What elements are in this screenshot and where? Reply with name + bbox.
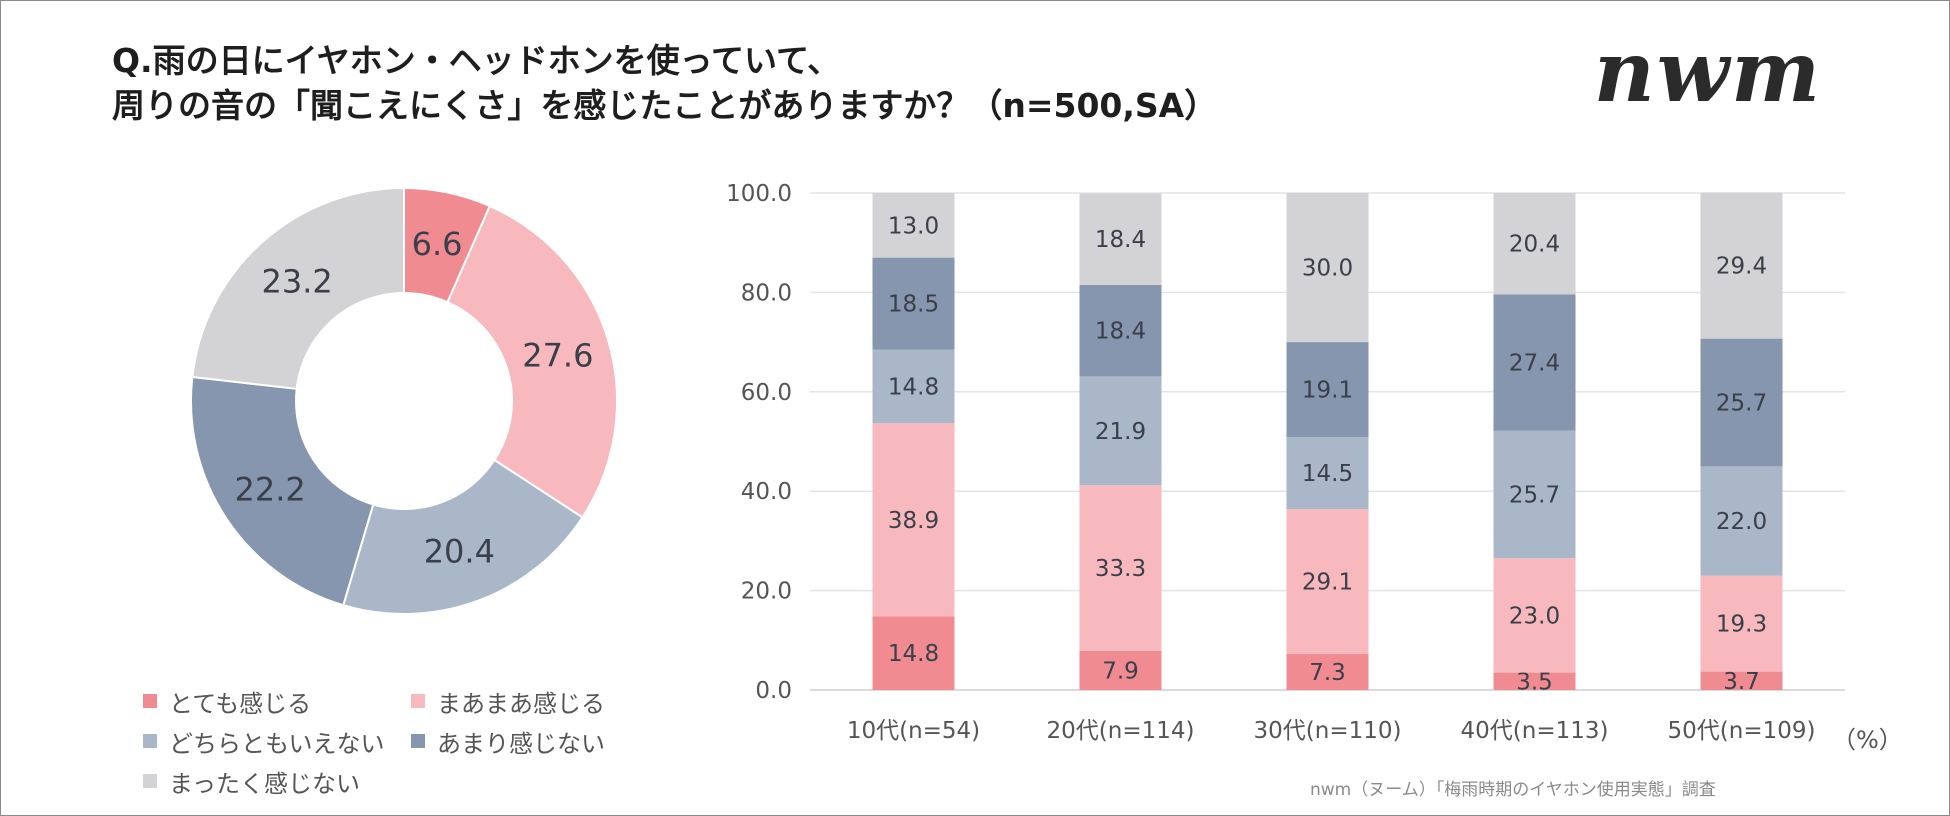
bar-segment-amari (1493, 294, 1576, 431)
nwm-logo: nwm (1593, 22, 1822, 121)
y-tick-label: 80.0 (741, 280, 792, 306)
bar-segment-maamaa (1493, 558, 1576, 673)
x-tick-label: 40代(n=113) (1461, 718, 1609, 744)
bar-segment-amari (1700, 338, 1783, 467)
legend-item-totemo: とても感じる (143, 686, 411, 718)
title-line-1: Q.雨の日にイヤホン・ヘッドホンを使っていて、 (112, 41, 841, 80)
legend-swatch-amari (411, 734, 425, 748)
legend-label-amari: あまり感じない (437, 729, 605, 758)
bar-value-label: 33.3 (1095, 556, 1146, 582)
bar-segment-dochira (872, 349, 955, 424)
legend-label-mattaku: まったく感じない (169, 769, 361, 798)
source-note: nwm（ヌーム）「梅雨時期のイヤホン使用実態」調査 (1310, 780, 1716, 800)
bar-value-label: 30.0 (1302, 256, 1353, 282)
legend-label-totemo: とても感じる (169, 689, 312, 718)
bar-segment-totemo (872, 616, 955, 690)
bar-value-label: 20.4 (1509, 232, 1560, 258)
bar-value-label: 29.1 (1302, 569, 1353, 595)
y-tick-label: 0.0 (755, 678, 792, 704)
y-tick-label: 60.0 (741, 380, 792, 406)
y-tick-label: 100.0 (726, 181, 792, 207)
legend-item-amari: あまり感じない (411, 726, 663, 758)
bar-segment-mattaku (1079, 193, 1162, 285)
bar-value-label: 23.0 (1509, 603, 1560, 629)
bar-value-label: 19.3 (1716, 612, 1767, 638)
bar-value-label: 27.4 (1509, 350, 1560, 376)
bar-value-label: 19.1 (1302, 378, 1353, 404)
donut-slice-dochira (342, 458, 584, 615)
donut-slice-mattaku (191, 186, 405, 390)
legend-swatch-mattaku (143, 774, 157, 788)
bar-value-label: 14.8 (888, 374, 939, 400)
legend-swatch-maamaa (411, 694, 425, 708)
y-tick-label: 40.0 (741, 479, 792, 505)
donut-label-amari: 22.2 (235, 471, 306, 509)
pie-legend: とても感じる まあまあ感じるどちらともいえない あまり感じないまったく感じない (143, 686, 663, 798)
bar-value-label: 38.9 (888, 508, 939, 534)
bar-value-label: 18.5 (888, 292, 939, 318)
bar-segment-mattaku (1286, 193, 1369, 343)
bar-segment-maamaa (1700, 575, 1783, 672)
bar-value-label: 3.5 (1516, 669, 1553, 695)
bar-segment-dochira (1493, 430, 1576, 559)
bar-segment-amari (1286, 342, 1369, 438)
x-tick-label: 30代(n=110) (1254, 718, 1402, 744)
bar-segment-totemo (1700, 671, 1783, 690)
bar-segment-dochira (1079, 376, 1162, 486)
legend-swatch-totemo (143, 694, 157, 708)
bar-segment-totemo (1079, 650, 1162, 690)
bar-segment-mattaku (1493, 193, 1576, 295)
bar-value-label: 3.7 (1723, 669, 1760, 695)
bar-value-label: 18.4 (1095, 227, 1146, 253)
donut-slice-maamaa (446, 204, 618, 519)
legend-item-dochira: どちらともいえない (143, 726, 411, 758)
legend-swatch-dochira (143, 734, 157, 748)
bar-value-label: 7.3 (1309, 660, 1346, 686)
bar-segment-maamaa (1286, 509, 1369, 654)
bar-chart-x-ticks: 10代(n=54) 20代(n=114) 30代(n=110) 40代(n=113) 5… (847, 718, 1816, 744)
bar-chart-y-ticks: 0.0 20.0 40.0 60.0 80.0 100.0 (726, 181, 792, 704)
legend-item-mattaku: まったく感じない (143, 766, 411, 798)
x-tick-label: 20代(n=114) (1047, 718, 1195, 744)
bar-value-label: 14.8 (888, 641, 939, 667)
bar-value-label: 18.4 (1095, 319, 1146, 345)
stacked-bar-chart: 14.8 38.9 14.8 18.5 13.0 7.9 33.3 21.9 18.4 18.4 7… (872, 192, 1783, 695)
donut-label-mattaku: 23.2 (261, 262, 332, 300)
bar-value-label: 21.9 (1095, 419, 1146, 445)
donut-chart: 6.6 27.6 20.4 22.2 23.2 (190, 186, 618, 615)
donut-label-maamaa: 27.6 (522, 336, 593, 374)
bar-value-label: 14.5 (1302, 461, 1353, 487)
y-tick-label: 20.0 (741, 579, 792, 605)
chart-title: Q.雨の日にイヤホン・ヘッドホンを使っていて、 周りの音の「聞こえにくさ」を感じ… (112, 38, 1217, 128)
bar-value-label: 22.0 (1716, 509, 1767, 535)
donut-slice-amari (190, 375, 375, 607)
bar-segment-totemo (1286, 653, 1369, 690)
title-line-2: 周りの音の「聞こえにくさ」を感じたことがありますか？（n=500,SA） (112, 86, 1218, 125)
legend-label-maamaa: まあまあ感じる (437, 689, 605, 718)
legend-item-maamaa: まあまあ感じる (411, 686, 663, 718)
x-tick-label: 50代(n=109) (1668, 718, 1816, 744)
bar-segment-amari (1079, 284, 1162, 377)
unit-label: （%） (1832, 726, 1903, 754)
bar-segment-totemo (1493, 672, 1576, 690)
donut-label-totemo: 6.6 (412, 225, 463, 263)
bar-segment-mattaku (1700, 192, 1783, 339)
bar-segment-dochira (1286, 437, 1369, 510)
legend-label-dochira: どちらともいえない (169, 729, 385, 758)
bar-value-label: 25.7 (1716, 390, 1767, 416)
bar-segment-maamaa (1079, 485, 1162, 651)
bar-value-label: 13.0 (888, 213, 939, 239)
bar-segment-dochira (1700, 466, 1783, 576)
bar-segment-mattaku (872, 193, 955, 258)
bar-value-label: 25.7 (1509, 482, 1560, 508)
x-tick-label: 10代(n=54) (847, 718, 980, 744)
bar-segment-maamaa (872, 423, 955, 617)
bar-value-label: 29.4 (1716, 254, 1767, 280)
bar-value-label: 7.9 (1102, 658, 1139, 684)
donut-label-dochira: 20.4 (424, 533, 495, 571)
bar-segment-amari (872, 257, 955, 350)
